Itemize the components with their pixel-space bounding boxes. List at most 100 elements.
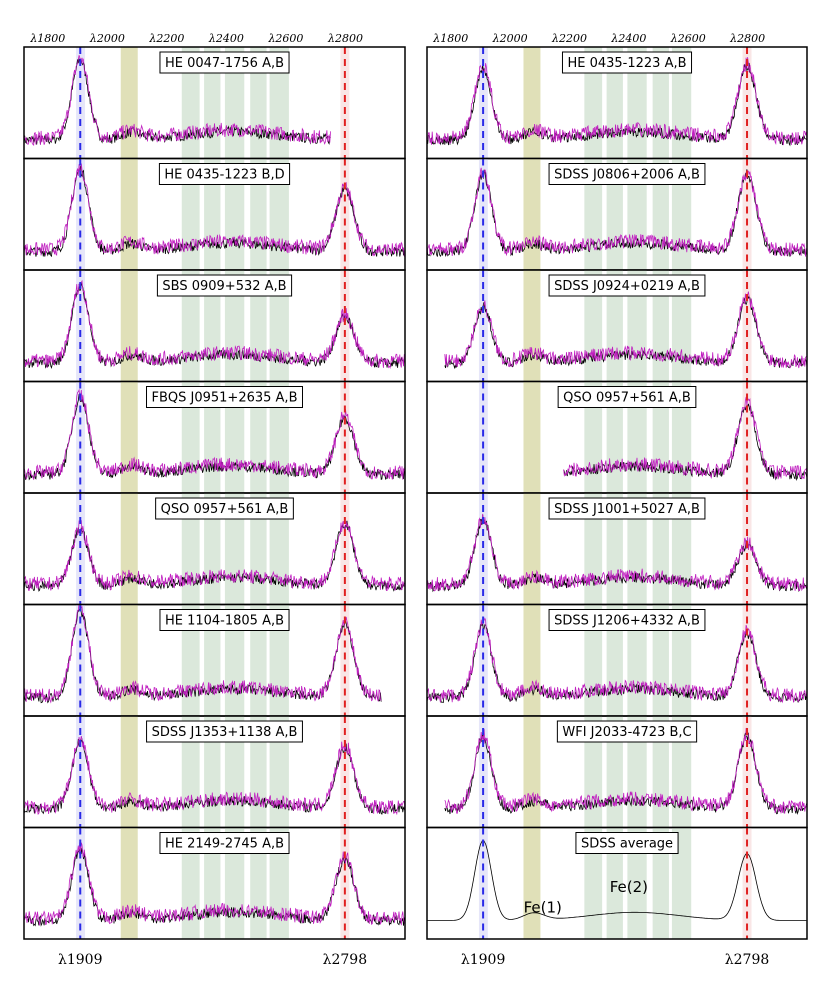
fe-uv-band (120, 827, 138, 939)
panel-title-box (548, 163, 706, 185)
spectrum-image-b (427, 167, 807, 257)
fe-uv-band (523, 604, 541, 716)
fe-band (224, 158, 245, 270)
ciii-band (76, 827, 86, 939)
panel-title: HE 0435-1223 A,B (567, 56, 686, 71)
panel-title-box (159, 832, 290, 854)
top-tick-label: λ2600 (670, 32, 706, 45)
fe-band (652, 604, 669, 716)
fe-uv-band (523, 381, 541, 493)
top-tick-labels-left: λ1800 λ2000 λ2200 λ2400 λ2600 λ2800 (29, 32, 363, 45)
top-tick-label: λ2400 (208, 32, 244, 45)
mgii-band (340, 493, 350, 605)
top-tick-label: λ1800 (432, 32, 468, 45)
ciii-band (76, 381, 86, 493)
top-tick-label: λ2000 (492, 32, 528, 45)
fe-band (671, 493, 692, 605)
fe-band (181, 270, 200, 382)
mgii-band (742, 47, 752, 159)
fe-band (269, 604, 289, 716)
mgii-band (742, 270, 752, 382)
fe-uv-band (120, 604, 138, 716)
ciii-band (478, 381, 488, 493)
fe-band (652, 270, 669, 382)
panel-title: SDSS J0924+0219 A,B (554, 279, 700, 294)
mgii-band (742, 493, 752, 605)
panel-title-box (561, 51, 693, 74)
fe-annotation: Fe(1) (524, 899, 562, 917)
ciii-band (76, 158, 86, 270)
fe-uv-band (523, 158, 541, 270)
ciii-band (76, 47, 86, 159)
fe-band (181, 493, 200, 605)
ciii-band (478, 827, 488, 939)
spectrum-image-b (427, 617, 807, 704)
spectrum-panel: QSO 0957+561 A,B (23, 492, 406, 606)
panel-title: SDSS average (581, 837, 673, 852)
spectrum-panel: SDSS J0924+0219 A,B (426, 269, 808, 383)
mgii-band (742, 827, 752, 939)
fe-band (652, 47, 669, 159)
panel-title-box (548, 274, 706, 297)
mgii-band (742, 158, 752, 270)
top-tick-label: λ2000 (89, 32, 125, 45)
spectrum-image-a (444, 732, 807, 816)
top-tick-label: λ2400 (610, 32, 646, 45)
panel-title: HE 2149-2745 A,B (165, 837, 284, 852)
mgii-band (340, 158, 350, 270)
panel-title-box (548, 609, 706, 631)
spectrum-panel: HE 0435-1223 A,B (426, 46, 808, 160)
fe-band (671, 827, 692, 939)
spectrum-panel: SDSS J1353+1138 A,B (23, 715, 406, 829)
fe-uv-band (523, 493, 541, 605)
spectrum-panel: Fe(1) Fe(2) SDSS average (426, 826, 808, 940)
spectrum-image-b (24, 55, 331, 146)
mgii-band (742, 716, 752, 828)
panel-title: QSO 0957+561 A,B (161, 502, 289, 517)
fe-band (671, 604, 692, 716)
ciii-band (76, 716, 86, 828)
spectrum-panel: FBQS J0951+2635 A,B (23, 380, 406, 494)
ciii-band (478, 270, 488, 382)
spectrum-image-b (24, 736, 405, 816)
fe-uv-band (120, 158, 138, 270)
spectrum-image-a (563, 403, 807, 481)
fe-uv-band (120, 381, 138, 493)
mgii-band (742, 381, 752, 493)
panels: HE 0047-1756 A,B HE 0435-1223 B,D SBS 0909… (23, 46, 808, 940)
spectrum-image-b (427, 513, 807, 592)
panel-title-box (556, 720, 698, 743)
spectrum-image-b (427, 57, 807, 146)
fe-band (269, 493, 289, 605)
mgii-band (340, 270, 350, 382)
spectrum-image-a (444, 295, 807, 370)
bottom-label-right-2798: λ2798 (725, 952, 770, 968)
spectrum-panel: SDSS J0806+2006 A,B (426, 157, 808, 271)
spectrum-image-a (427, 840, 807, 921)
fe-band (606, 827, 623, 939)
ciii-band (478, 604, 488, 716)
fe-uv-band (523, 270, 541, 382)
fe-uv-band (523, 827, 541, 939)
fe-uv-band (120, 47, 138, 159)
spectrum-panel: SDSS J1001+5027 A,B (426, 492, 808, 606)
panel-title: SDSS J1001+5027 A,B (554, 502, 700, 517)
panel-title: SDSS J0806+2006 A,B (554, 168, 700, 183)
mgii-band (340, 604, 350, 716)
fe-uv-band (120, 716, 138, 828)
top-tick-label: λ2200 (551, 32, 587, 45)
top-tick-label: λ2200 (148, 32, 184, 45)
panel-frame (426, 826, 808, 940)
panel-title-box (155, 497, 294, 520)
mgii-band (340, 716, 350, 828)
panel-title-box (146, 386, 303, 408)
panel-title: SDSS J1353+1138 A,B (152, 725, 298, 740)
fe-uv-band (120, 270, 138, 382)
panel-title-box (158, 163, 291, 185)
spectrum-image-b (24, 388, 405, 481)
top-tick-label: λ2800 (327, 32, 363, 45)
spectrum-image-b (563, 396, 807, 480)
bottom-label-left-2798: λ2798 (323, 952, 368, 968)
spectrum-image-b (24, 604, 382, 704)
